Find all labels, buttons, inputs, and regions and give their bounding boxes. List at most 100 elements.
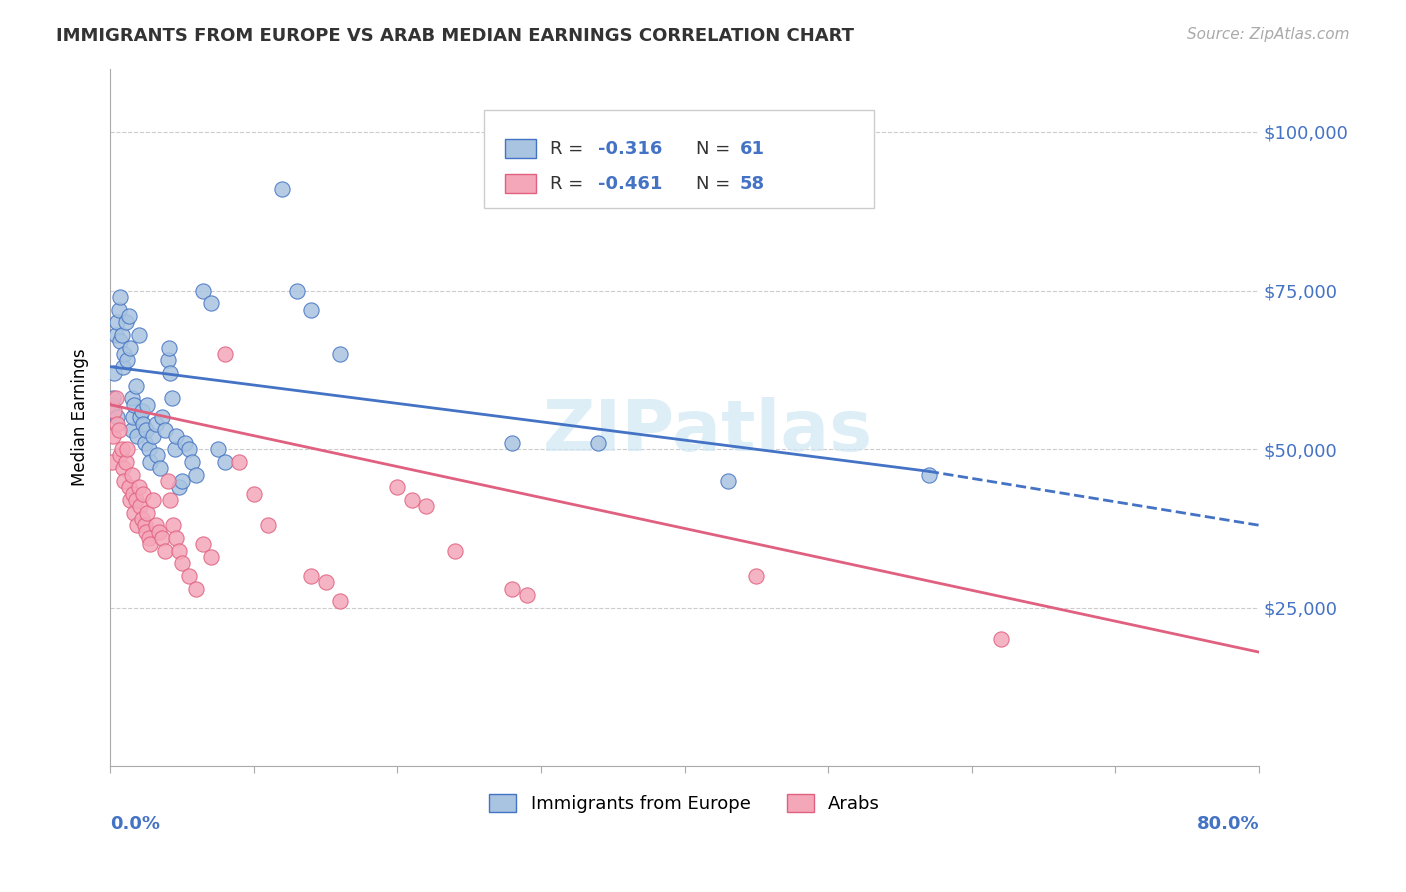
Point xyxy=(117,442,139,457)
Point xyxy=(165,531,187,545)
Point xyxy=(153,543,176,558)
Point xyxy=(148,524,170,539)
Point xyxy=(228,455,250,469)
Point xyxy=(134,435,156,450)
Point xyxy=(138,531,160,545)
Point xyxy=(121,467,143,482)
Point xyxy=(588,435,610,450)
Point xyxy=(103,366,125,380)
Point xyxy=(173,435,195,450)
Point xyxy=(200,296,222,310)
Point xyxy=(105,417,128,431)
Point xyxy=(129,410,152,425)
Text: 58: 58 xyxy=(740,175,765,193)
Point xyxy=(127,518,149,533)
Point xyxy=(501,582,523,596)
Point xyxy=(105,410,128,425)
Point xyxy=(157,341,180,355)
Point xyxy=(193,284,215,298)
Text: IMMIGRANTS FROM EUROPE VS ARAB MEDIAN EARNINGS CORRELATION CHART: IMMIGRANTS FROM EUROPE VS ARAB MEDIAN EA… xyxy=(56,27,855,45)
Point xyxy=(415,500,437,514)
Point xyxy=(142,492,165,507)
Point xyxy=(120,492,142,507)
Point xyxy=(139,537,162,551)
Point xyxy=(242,486,264,500)
Point xyxy=(214,347,236,361)
Point xyxy=(108,334,131,349)
Point xyxy=(101,429,124,443)
Point xyxy=(443,543,465,558)
Point xyxy=(285,284,308,298)
Point xyxy=(149,461,172,475)
Point xyxy=(110,328,132,343)
Text: 80.0%: 80.0% xyxy=(1197,815,1260,833)
Text: N =: N = xyxy=(696,140,737,158)
Point xyxy=(104,328,127,343)
Point xyxy=(150,410,173,425)
Point xyxy=(207,442,229,457)
Point xyxy=(122,486,145,500)
Point xyxy=(124,398,146,412)
Point xyxy=(110,442,132,457)
Y-axis label: Median Earnings: Median Earnings xyxy=(72,349,89,486)
Point xyxy=(136,398,159,412)
Point xyxy=(163,442,186,457)
Point xyxy=(125,492,148,507)
Point xyxy=(122,410,145,425)
Point xyxy=(138,442,160,457)
Point xyxy=(115,315,138,329)
FancyBboxPatch shape xyxy=(505,139,536,158)
Point xyxy=(111,461,134,475)
Point xyxy=(117,353,139,368)
Point xyxy=(127,429,149,443)
Point xyxy=(160,392,183,406)
Point xyxy=(135,524,157,539)
Point xyxy=(134,518,156,533)
Point xyxy=(167,543,190,558)
FancyBboxPatch shape xyxy=(505,174,536,193)
Point xyxy=(329,347,352,361)
Point xyxy=(121,392,143,406)
Point xyxy=(501,435,523,450)
Point xyxy=(104,392,127,406)
Text: N =: N = xyxy=(696,175,737,193)
Point xyxy=(107,423,129,437)
Point xyxy=(156,353,179,368)
Point xyxy=(387,480,409,494)
Point xyxy=(165,429,187,443)
Point xyxy=(315,575,337,590)
Point xyxy=(299,569,322,583)
Point xyxy=(105,315,128,329)
Point xyxy=(128,480,150,494)
Text: ZIPatlas: ZIPatlas xyxy=(543,397,873,466)
Point xyxy=(125,378,148,392)
Point xyxy=(145,518,167,533)
Point xyxy=(142,429,165,443)
Point xyxy=(156,474,179,488)
Point xyxy=(131,404,153,418)
Point xyxy=(170,474,193,488)
Point xyxy=(101,392,124,406)
Text: R =: R = xyxy=(550,175,589,193)
Point xyxy=(200,549,222,564)
Point xyxy=(745,569,768,583)
Point xyxy=(150,531,173,545)
Point xyxy=(177,442,200,457)
Point xyxy=(177,569,200,583)
Point xyxy=(153,423,176,437)
Point xyxy=(118,309,141,323)
Point xyxy=(271,182,294,196)
Point xyxy=(186,582,208,596)
Point xyxy=(128,328,150,343)
Point xyxy=(118,480,141,494)
Text: 61: 61 xyxy=(740,140,765,158)
Point xyxy=(129,500,152,514)
Point xyxy=(100,398,122,412)
Text: -0.316: -0.316 xyxy=(599,140,662,158)
Point xyxy=(115,455,138,469)
Point xyxy=(111,359,134,374)
Point xyxy=(167,480,190,494)
Point xyxy=(162,518,184,533)
Point xyxy=(193,537,215,551)
Point xyxy=(108,449,131,463)
